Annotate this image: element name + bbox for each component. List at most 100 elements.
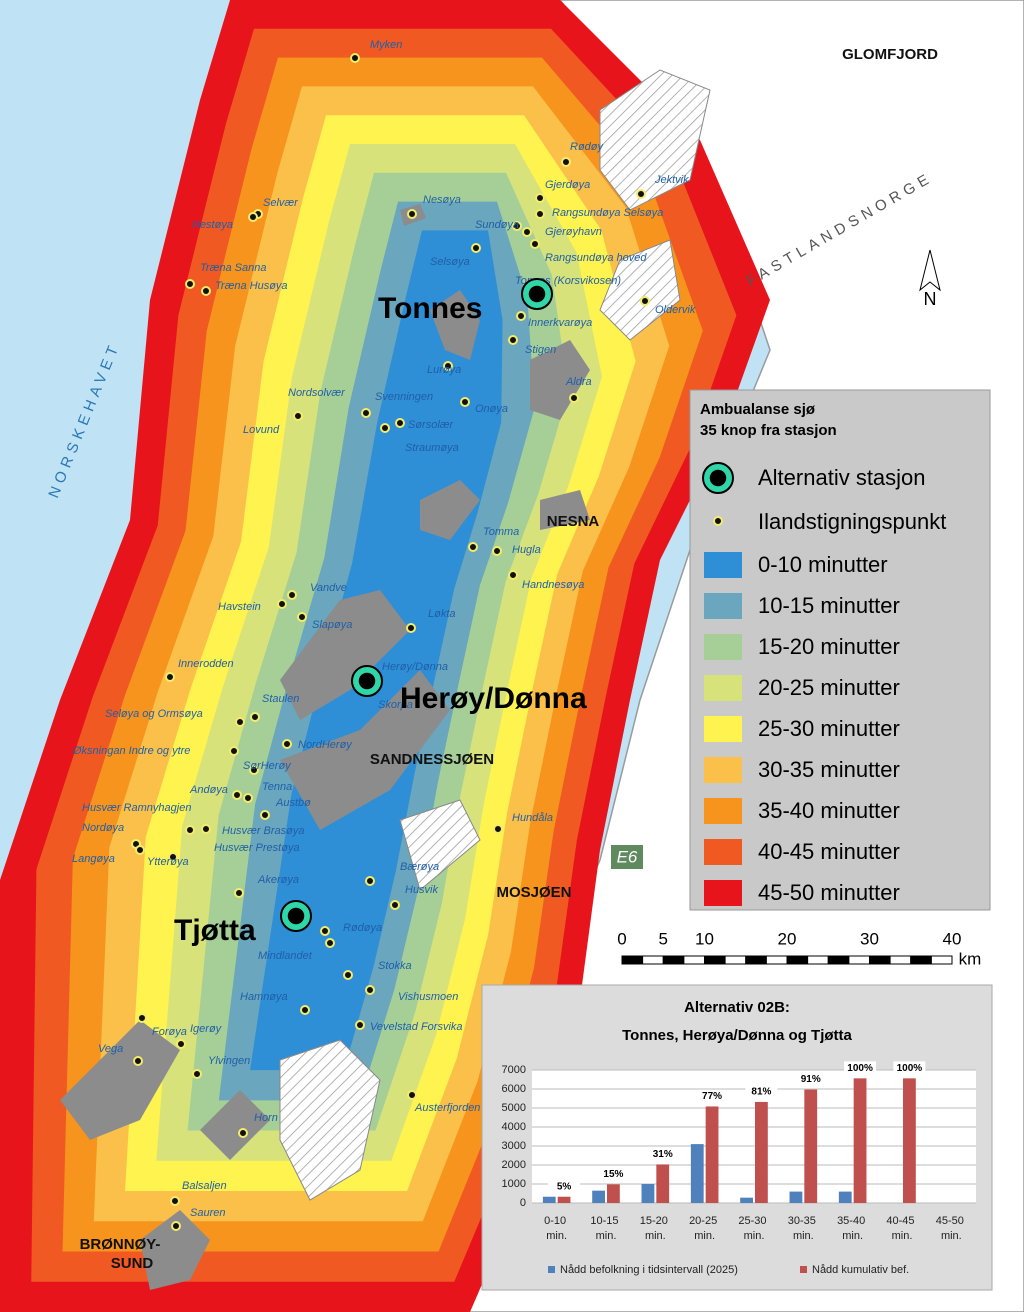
place-label: Rødøya — [343, 922, 382, 934]
landing-point — [522, 227, 532, 237]
place-label: Træna Sanna — [200, 262, 266, 274]
place-label: Akerøya — [257, 874, 299, 886]
landing-point — [201, 824, 211, 834]
y-tick-label: 0 — [520, 1197, 526, 1209]
place-label: Husvær Brasøya — [222, 825, 305, 837]
place-label: Mindlandet — [258, 950, 313, 962]
data-label: 15% — [603, 1169, 623, 1180]
landing-point — [320, 926, 330, 936]
x-tick-label: 45-50 min. — [936, 1215, 967, 1242]
legend-swatch — [704, 675, 742, 701]
bar — [838, 1191, 852, 1203]
legend-label: 30-35 minutter — [758, 757, 900, 782]
islands — [60, 204, 590, 1290]
landing-point — [355, 1020, 365, 1030]
place-label: NordHerøy — [298, 739, 353, 751]
data-label-bg — [646, 1147, 679, 1162]
landing-point — [512, 221, 522, 231]
legend-label: 35-40 minutter — [758, 798, 900, 823]
legend-label: Alternativ stasjon — [758, 465, 926, 490]
bar — [853, 1078, 867, 1203]
landing-point — [234, 888, 244, 898]
place-label: Sundøya — [475, 219, 519, 231]
bar — [542, 1196, 556, 1203]
landing-point — [238, 1128, 248, 1138]
legend-swatch — [704, 757, 742, 783]
x-tick-label: 0-10 min. — [544, 1215, 569, 1242]
place-label: Seløya og Ormsøya — [105, 708, 203, 720]
place-label: Hestøya — [192, 219, 233, 231]
legend-title: Ambualanse sjø — [700, 401, 816, 418]
landing-point — [713, 516, 723, 526]
bar — [656, 1164, 670, 1203]
place-label: Handnesøya — [522, 579, 584, 591]
restricted-areas — [279, 69, 711, 1201]
landing-point — [235, 717, 245, 727]
landing-point — [561, 157, 571, 167]
legend-swatch — [800, 1266, 807, 1273]
x-tick-label: 25-30 min. — [738, 1215, 769, 1242]
place-label: Havstein — [218, 601, 261, 613]
landing-point — [569, 393, 579, 403]
landing-point — [325, 938, 335, 948]
landing-point — [443, 361, 453, 371]
landing-point — [229, 746, 239, 756]
legend-label: Nådd kumulativ bef. — [812, 1264, 909, 1276]
place-label: Stokka — [378, 960, 412, 972]
landing-point — [343, 970, 353, 980]
chart-title: Alternativ 02B: — [684, 999, 790, 1016]
x-tick-label: 30-35 min. — [788, 1215, 819, 1242]
bar — [903, 1078, 916, 1203]
bar — [557, 1196, 571, 1203]
place-label: Herøy/Dønna — [382, 661, 448, 673]
legend-label: 10-15 minutter — [758, 593, 900, 618]
place-label: Vandve — [310, 582, 347, 594]
scale-segment — [765, 955, 788, 965]
place-label: Lovund — [243, 424, 280, 436]
scale-segment — [704, 955, 726, 965]
legend-swatch — [704, 839, 742, 865]
place-label: Tenna — [262, 781, 292, 793]
legend-label: 0-10 minutter — [758, 552, 888, 577]
region-label: SANDNESSJØEN — [370, 751, 494, 768]
landing-point — [185, 825, 195, 835]
legend-label: Ilandstigningspunkt — [758, 509, 946, 534]
legend-swatch — [548, 1266, 555, 1273]
landing-point — [535, 209, 545, 219]
place-label: Ytterøya — [147, 856, 189, 868]
station-core — [358, 672, 376, 690]
place-label: Horn — [254, 1112, 278, 1124]
place-label: Selvær — [263, 197, 299, 209]
scale-segment — [807, 955, 829, 965]
landing-point — [232, 790, 242, 800]
landing-point — [135, 845, 145, 855]
legend-swatch — [704, 593, 742, 619]
landing-point — [468, 542, 478, 552]
place-label: Onøya — [475, 403, 508, 415]
landing-point — [390, 900, 400, 910]
region-label: NESNA — [547, 513, 600, 530]
place-label: Myken — [370, 39, 402, 51]
legend-label: 25-30 minutter — [758, 716, 900, 741]
place-label: Langøya — [72, 853, 115, 865]
legend-swatch — [704, 798, 742, 824]
legend-swatch — [704, 880, 742, 906]
data-label-bg — [893, 1061, 926, 1076]
data-label: 91% — [801, 1074, 821, 1085]
chart: 0 1000 2000 3000 4000 5000 6000 7000 0-10 min. 5%… — [502, 1061, 976, 1276]
bar — [789, 1191, 803, 1203]
place-label: Innerodden — [178, 658, 234, 670]
scale-segment — [869, 955, 891, 965]
place-label: Rangsundøya hoved — [545, 252, 647, 264]
y-tick-label: 7000 — [502, 1064, 526, 1076]
region-label: GLOMFJORD — [842, 46, 938, 63]
landing-point — [168, 852, 178, 862]
place-label: Gjerdøya — [545, 179, 590, 191]
landing-point — [508, 335, 518, 345]
place-label: Hugla — [512, 544, 541, 556]
landing-point — [297, 612, 307, 622]
legend-label: Nådd befolkning i tidsintervall (2025) — [560, 1264, 738, 1276]
bar — [705, 1106, 719, 1203]
place-label: Gjerøyhavn — [545, 226, 602, 238]
